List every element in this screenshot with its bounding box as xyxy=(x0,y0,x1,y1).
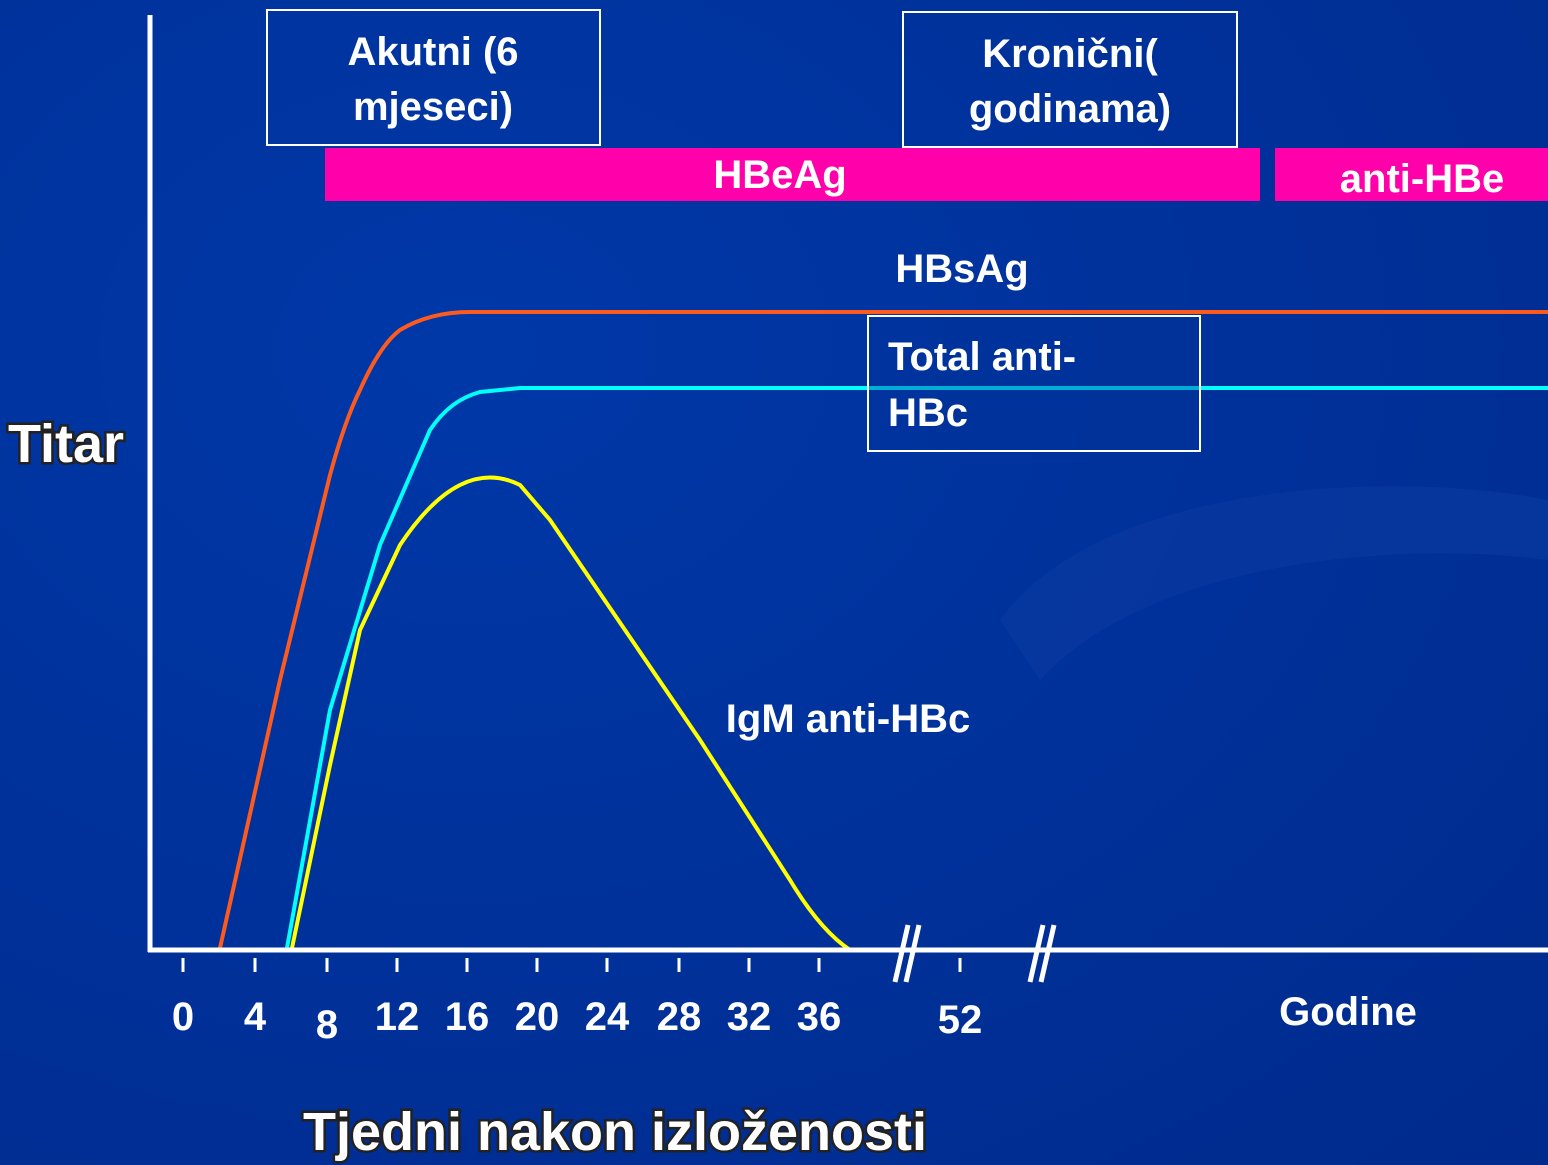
chronic-box xyxy=(902,11,1238,148)
hbeag-bar xyxy=(325,148,1260,201)
anti-hbe-label: anti-HBe xyxy=(1340,157,1504,201)
ticks: 0 4 8 12 16 20 24 28 32 36 52 xyxy=(172,958,982,1047)
decor xyxy=(1000,486,1548,680)
x-axis-title: Tjedni nakon izloženosti xyxy=(303,1102,927,1162)
total-anti-hbc-label: Total anti- xyxy=(888,335,1076,379)
total-anti-hbc-label: HBc xyxy=(888,391,968,435)
total-anti-hbc-curve xyxy=(285,386,1548,949)
x-tick-label: 32 xyxy=(727,995,772,1039)
x-tick-label: 52 xyxy=(938,998,983,1042)
x-tick-label: 16 xyxy=(445,995,490,1039)
chronic-label: Kronični( xyxy=(982,32,1158,76)
x-tick-label: 36 xyxy=(797,995,842,1039)
acute-box xyxy=(266,9,601,146)
x-tick-label: 24 xyxy=(585,995,630,1039)
axis-break xyxy=(892,924,1057,983)
x-tick-label: 12 xyxy=(375,995,420,1039)
anti-hbe-bar xyxy=(1275,148,1548,201)
x-tick-label: 0 xyxy=(172,995,194,1039)
x-tick-label: 4 xyxy=(244,995,267,1039)
x-tick-label: 8 xyxy=(316,1003,338,1047)
total-anti-hbc-box xyxy=(867,315,1201,452)
acute-label: Akutni (6 xyxy=(347,30,518,74)
hbeag-label: HBeAg xyxy=(713,153,846,197)
years-label: Godine xyxy=(1279,990,1417,1034)
chronic-label: godinama) xyxy=(969,87,1171,131)
hbsag-label: HBsAg xyxy=(895,247,1028,291)
y-axis-label: Titar xyxy=(8,414,124,474)
x-tick-label: 20 xyxy=(515,995,560,1039)
igm-anti-hbc-label: IgM anti-HBc xyxy=(726,697,970,741)
x-tick-label: 28 xyxy=(657,995,702,1039)
hbsag-curve xyxy=(218,310,1548,949)
igm-anti-hbc-curve xyxy=(290,475,1548,952)
acute-label: mjeseci) xyxy=(353,85,513,129)
